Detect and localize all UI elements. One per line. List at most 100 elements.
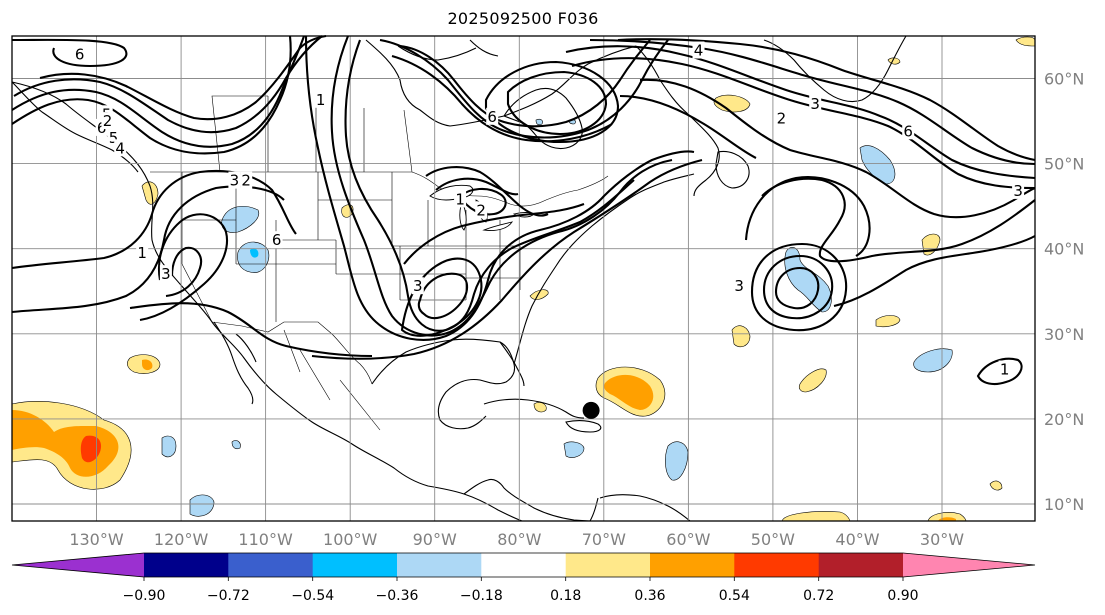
contour-label: 3: [734, 277, 744, 295]
contour-midatl-loop-3: [774, 266, 820, 310]
contour-label-halo: [270, 231, 283, 249]
shaded-fields: [11, 36, 1036, 522]
contour-lines: [11, 34, 1036, 386]
contour-hudson-1: [399, 39, 651, 128]
contour-atl-3: [589, 38, 1036, 166]
colorbar-tick-label: −0.72: [207, 588, 250, 604]
colorbar-tick-label: 0.90: [887, 588, 918, 604]
colorbar-tick-label: −0.54: [291, 588, 334, 604]
coast-gulf-of-mexico: [371, 338, 516, 430]
coast-canada-north: [365, 39, 637, 127]
shade-blue-hudson: [535, 118, 543, 126]
colorbar-tick-label: 0.18: [550, 588, 581, 604]
lat-tick-label: 50°N: [1044, 155, 1084, 174]
lon-tick-label: 50°W: [751, 530, 795, 549]
contour-label-halo: [486, 107, 499, 125]
contour-sw-2: [165, 246, 203, 298]
lake-michigan: [459, 200, 467, 231]
map-panel: [12, 36, 1035, 521]
contour-label: 3: [810, 95, 820, 113]
contour-label: 6: [272, 231, 282, 249]
contour-label-halo: [454, 190, 467, 208]
contour-nw-2: [11, 35, 292, 155]
contour-atl-2: [571, 57, 1036, 190]
contour-label: 4: [115, 139, 125, 157]
shade-blue-pacific-2: [189, 494, 215, 517]
colorbar-extend-low: [12, 553, 144, 577]
colorbar-segment: [650, 553, 735, 577]
contour-label-halo: [228, 171, 241, 189]
colorbar-segment: [734, 553, 820, 577]
storm-position-marker: [582, 401, 600, 419]
contour-label: 6: [903, 122, 913, 140]
contour-gl-4: [435, 177, 519, 196]
contour-label: 3: [1013, 182, 1023, 200]
coast-central-america: [463, 478, 599, 522]
lon-tick-label: 60°W: [666, 530, 710, 549]
shade-blue-lesser-antilles: [665, 441, 689, 481]
colorbar-segment: [228, 553, 314, 577]
map-title: 2025092500 F036: [447, 9, 599, 28]
shade-yellow-bottom-1: [781, 511, 851, 522]
coast-north-america-west: [11, 81, 523, 522]
border-us-canada: [150, 171, 609, 207]
colorbar-tick-label: 0.36: [634, 588, 665, 604]
lon-tick-label: 110°W: [238, 530, 293, 549]
coast-florida: [499, 341, 525, 387]
map-frame: [11, 35, 1036, 522]
contour-nw-4: [13, 35, 323, 134]
contour-nw-1: [11, 38, 128, 68]
contour-label: 6: [487, 108, 497, 126]
contour-label: 2: [476, 201, 486, 219]
contour-labels: 66554232136161234236331: [73, 41, 1025, 379]
shade-yellow-labrador-sea: [713, 94, 751, 113]
contour-label: 1: [137, 244, 147, 262]
shade-yellow-atl-2: [875, 315, 901, 328]
border-mexico-internal: [283, 329, 381, 431]
contour-hudson-3: [391, 54, 613, 143]
colorbar-segment: [144, 553, 229, 577]
colorbar-segment: [397, 553, 482, 577]
shade-yellow-bottom-2-orange: [938, 517, 956, 521]
shade-blue-pacific-1: [161, 435, 177, 458]
contour-sw-loop: [139, 213, 228, 322]
contour-label: 1: [316, 91, 326, 109]
shade-cyan-southwest: [250, 248, 259, 258]
contour-central-1: [304, 35, 695, 341]
lat-tick-label: 60°N: [1044, 70, 1084, 89]
contour-nw-7: [11, 169, 297, 270]
colorbar-segment: [312, 553, 398, 577]
coast-south-america: [599, 494, 691, 522]
coast-labrador: [635, 45, 720, 197]
contour-label: 3: [413, 277, 423, 295]
colorbar-segment: [565, 553, 651, 577]
shade-pacific-red: [80, 435, 102, 463]
contour-hudson-loop: [506, 70, 608, 136]
shade-atlantic-orange: [603, 374, 654, 410]
contour-label-halo: [101, 112, 114, 130]
contour-label: 1: [1000, 361, 1010, 379]
contour-label-halo: [314, 90, 327, 108]
contour-label-halo: [411, 277, 424, 295]
contour-label-halo: [240, 171, 253, 189]
lat-tick-label: 20°N: [1044, 410, 1084, 429]
contour-atl-5: [639, 78, 1036, 219]
colorbar-tick-label: 0.54: [719, 588, 750, 604]
shade-yellow-atl-1: [731, 325, 751, 348]
contour-nw-3: [11, 35, 305, 148]
contour-label: 2: [103, 112, 113, 130]
contour-label: 3: [230, 172, 240, 190]
contour-label-halo: [159, 265, 172, 283]
coast-baja: [213, 321, 257, 405]
shade-blue-atl-east: [913, 348, 953, 373]
contour-label-halo: [136, 244, 149, 261]
contour-label-halo: [1012, 181, 1025, 199]
lon-tick-label: 70°W: [582, 530, 626, 549]
lon-tick-label: 30°W: [920, 530, 964, 549]
contour-central-3: [344, 39, 635, 332]
contour-central-loop: [417, 272, 469, 320]
shade-yellow-atl-5: [989, 480, 1003, 491]
coastlines: [11, 35, 907, 522]
contour-central-4: [311, 158, 703, 360]
contour-midatl-3: [833, 235, 1036, 308]
